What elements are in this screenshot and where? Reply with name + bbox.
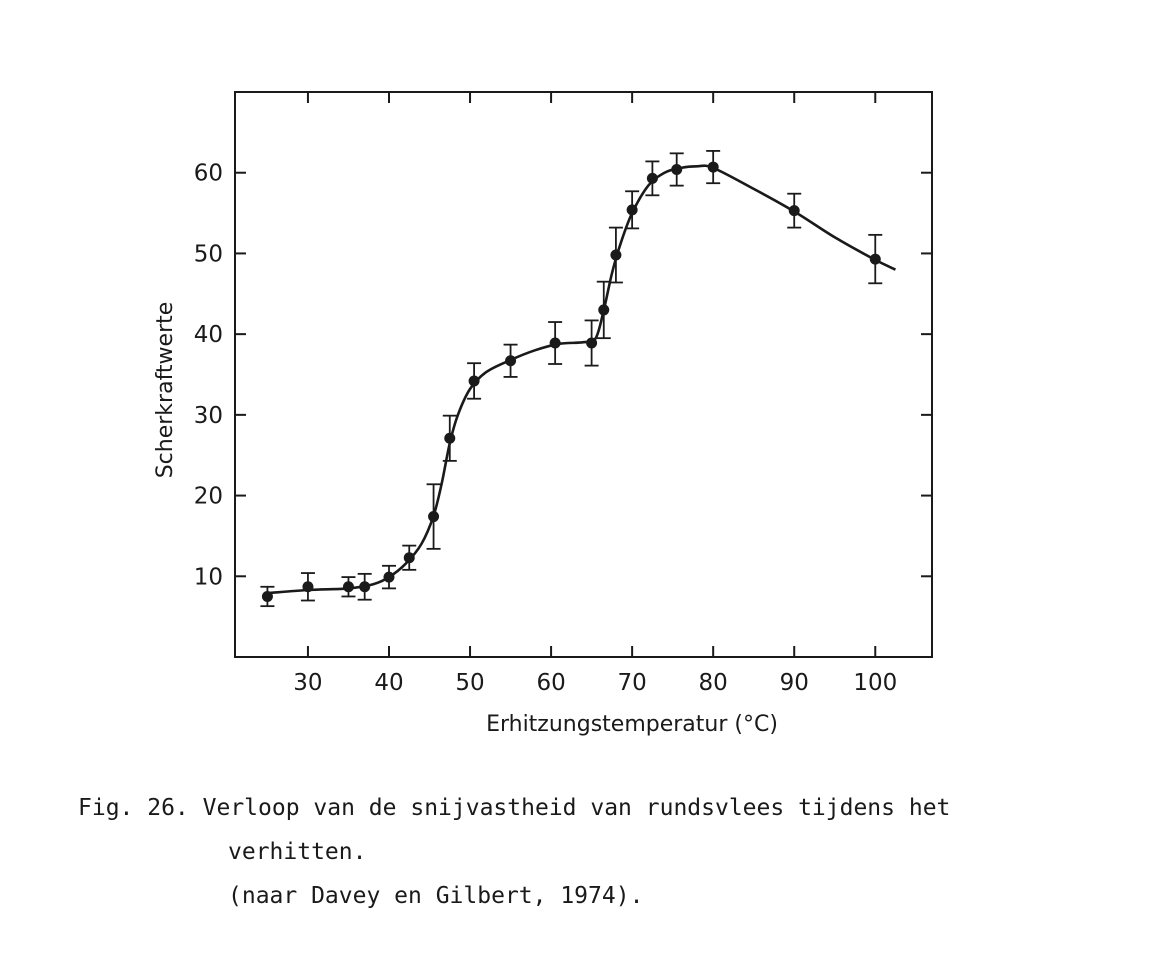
- y-tick-label: 40: [194, 322, 223, 348]
- data-point: [383, 571, 395, 583]
- y-tick-label: 30: [194, 403, 223, 429]
- error-bar-layer: [260, 150, 883, 608]
- data-point: [586, 337, 598, 349]
- data-point: [261, 590, 273, 602]
- chart: 10 20 30 40 50 60 30 40 50 60 70 80 90 100 Erhitzung…: [153, 91, 933, 737]
- data-point: [302, 581, 314, 593]
- y-axis-title: Scherkraftwerte: [153, 302, 178, 479]
- y-tick-label: 20: [194, 484, 223, 510]
- data-point: [671, 163, 683, 175]
- x-tick-label: 70: [617, 670, 646, 696]
- x-tick-label: 80: [699, 670, 728, 696]
- fitted-curve-layer: [267, 164, 897, 595]
- data-point: [626, 204, 638, 216]
- caption-text-line-3: (naar Davey en Gilbert, 1974).: [228, 883, 644, 909]
- data-point: [788, 205, 800, 217]
- data-point: [707, 161, 719, 173]
- data-point: [428, 511, 440, 523]
- caption-label: Fig. 26.: [78, 795, 189, 821]
- x-tick-label: 50: [455, 670, 484, 696]
- data-point: [444, 432, 456, 444]
- x-tick-label: 100: [853, 670, 897, 696]
- data-point: [468, 375, 480, 387]
- fitted-curve: [267, 164, 897, 595]
- x-axis-ticks: 30 40 50 60 70 80 90 100: [293, 92, 897, 696]
- y-tick-label: 50: [194, 241, 223, 267]
- data-point: [610, 249, 622, 261]
- x-tick-label: 30: [293, 670, 322, 696]
- y-axis-ticks: 10 20 30 40 50 60: [194, 161, 932, 590]
- x-tick-label: 90: [780, 670, 809, 696]
- data-point: [869, 253, 881, 265]
- caption-first-line: Fig. 26. Verloop van de snijvastheid van…: [78, 786, 950, 830]
- y-tick-label: 10: [194, 564, 223, 590]
- data-point: [359, 581, 371, 593]
- data-point: [549, 337, 561, 349]
- data-point: [646, 172, 658, 184]
- caption-text-line-1: Verloop van de snijvastheid van rundsvle…: [202, 795, 951, 821]
- x-axis-title: Erhitzungstemperatur (°C): [486, 712, 778, 737]
- data-point: [505, 355, 517, 367]
- data-point: [403, 552, 415, 564]
- x-tick-label: 60: [536, 670, 565, 696]
- data-point: [598, 304, 610, 316]
- x-tick-label: 40: [374, 670, 403, 696]
- data-point: [342, 581, 354, 593]
- data-point-layer: [261, 161, 881, 602]
- figure-caption: Fig. 26. Verloop van de snijvastheid van…: [78, 786, 950, 918]
- plot-frame: [234, 91, 933, 658]
- caption-text-line-2: verhitten.: [228, 839, 367, 865]
- y-tick-label: 60: [194, 161, 223, 187]
